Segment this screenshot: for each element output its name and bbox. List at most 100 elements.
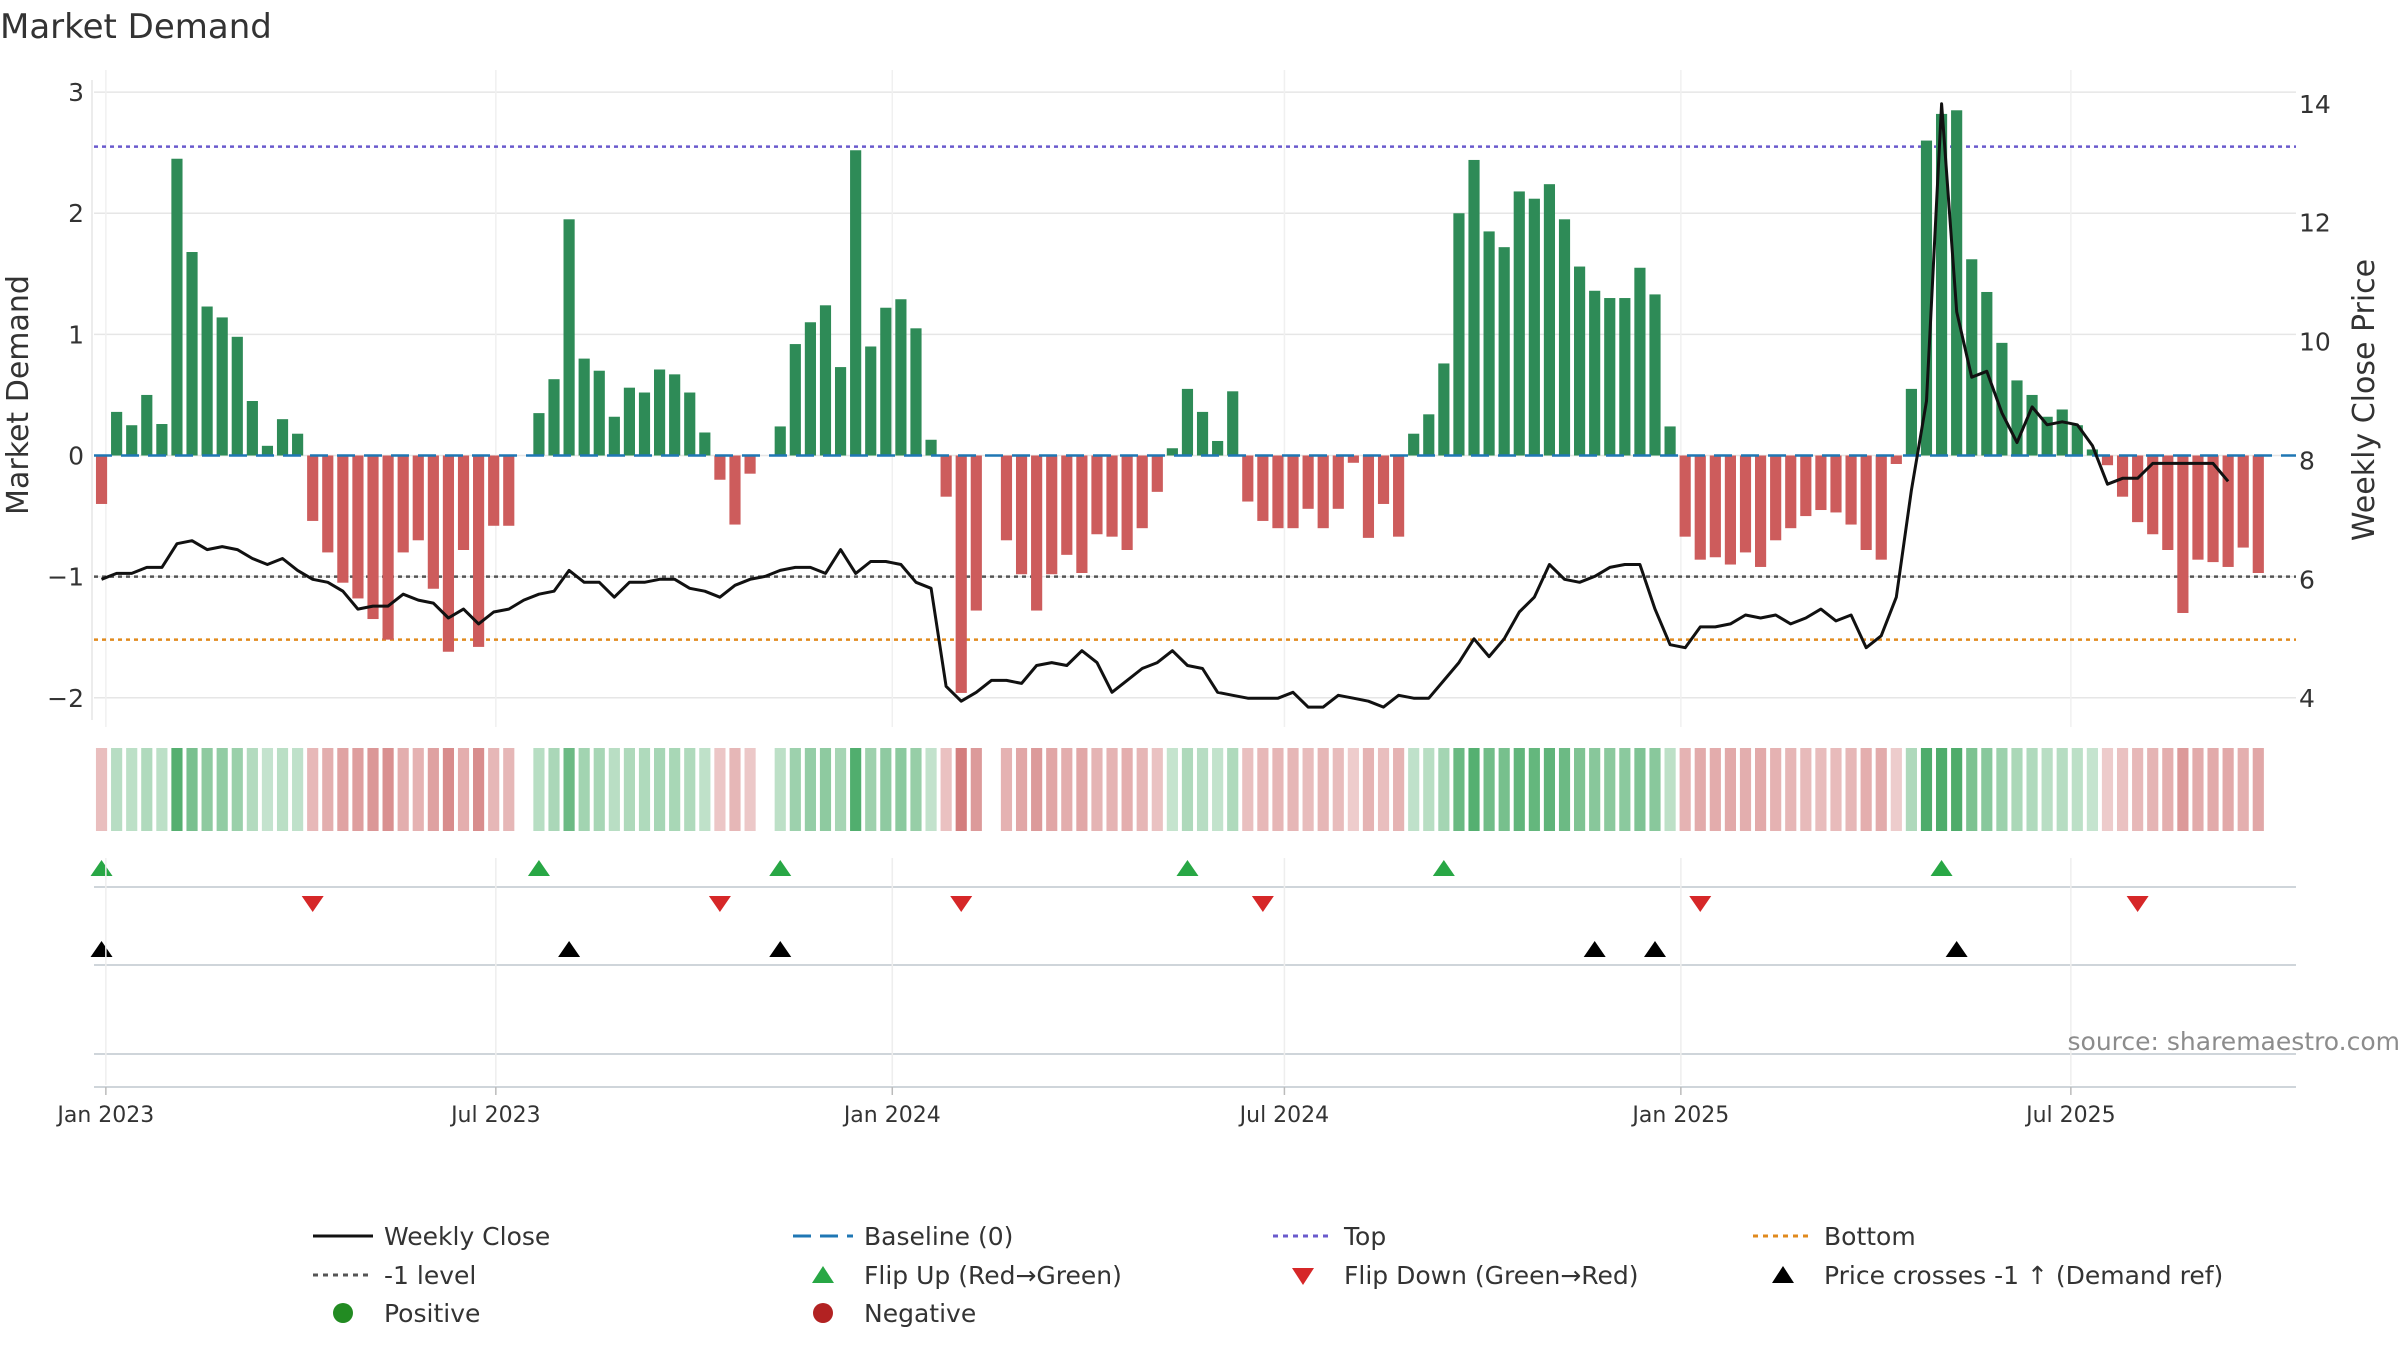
demand-bar [95,455,108,504]
x-tick-label: Jan 2025 [1630,1103,1729,1128]
heat-cell [578,748,590,831]
demand-bar [2147,455,2159,535]
heat-cell [141,748,153,831]
legend-item-top: Top [1273,1222,1386,1251]
heat-cell [654,748,666,831]
demand-bar [1709,455,1721,558]
heat-cell [1151,748,1163,831]
legend-item-negative: Negative [813,1299,976,1328]
demand-bar [563,219,575,456]
demand-bar [1046,455,1058,575]
svg-text:Flip Down (Green→Red): Flip Down (Green→Red) [1344,1261,1639,1290]
left-tick-label: −2 [47,684,84,713]
heat-cell [1860,748,1872,831]
demand-bar [2207,455,2219,563]
heat-cell [1136,748,1148,831]
legend-item-flip-down: Flip Down (Green→Red) [1292,1261,1639,1290]
demand-bar [638,392,651,456]
svg-text:Baseline (0): Baseline (0) [864,1222,1013,1251]
heat-cell [1423,748,1435,831]
heat-cell [276,748,289,831]
heat-cell [1408,748,1420,831]
demand-bar [774,426,786,456]
price-cross-marker [90,941,113,957]
demand-bar [126,425,138,456]
demand-bar [1543,184,1556,456]
heat-cell [1815,748,1827,831]
demand-bar [2162,455,2174,550]
demand-bar [1332,455,1344,509]
heat-cell [2177,748,2189,831]
flip-up-marker [90,860,113,876]
heat-cell [1091,748,1103,831]
flip-up-marker [1930,860,1953,876]
demand-bar [1483,231,1495,456]
flip-signal-panel [90,860,2296,912]
demand-bar [1061,455,1073,555]
heat-cell [533,748,545,831]
x-tick-label: Jan 2023 [55,1103,154,1128]
heat-cell [910,748,922,831]
heat-cell [714,748,726,831]
heat-cell [1015,748,1028,831]
demand-bar [1755,455,1767,567]
flip-up-marker [769,860,792,876]
heat-cell [2011,748,2023,831]
heat-cell [1694,748,1706,831]
svg-text:Top: Top [1343,1222,1386,1251]
demand-bar [1408,433,1420,456]
demand-bar [292,433,304,456]
demand-bar [1076,455,1088,574]
demand-bar [503,455,515,526]
heat-cell [1920,748,1933,831]
heat-cell [1347,748,1359,831]
demand-bar [1920,140,1933,456]
heat-cell [1830,748,1842,831]
demand-bar [2071,425,2083,456]
left-tick-label: 0 [68,442,84,471]
demand-bar [307,455,319,521]
demand-bar [2116,455,2129,497]
heat-cell [246,748,258,831]
demand-bar [623,387,635,456]
demand-bar [834,367,847,456]
demand-bar [201,306,213,456]
demand-bar [1875,455,1887,560]
svg-text:Positive: Positive [384,1299,480,1328]
demand-bar [1091,455,1103,535]
left-axis-ticks: 3 2 1 0 −1 −2 [47,78,84,713]
demand-bar [1453,213,1465,456]
heat-cell [729,748,741,831]
demand-bar [352,455,364,599]
heat-cell [1196,748,1209,831]
demand-bar [684,392,696,456]
flip-up-marker [1432,860,1455,876]
heat-cell [1257,748,1269,831]
demand-bar [789,344,801,456]
demand-bar [1528,198,1540,456]
demand-bar [1121,455,1133,550]
legend-item-positive: Positive [333,1299,480,1328]
heat-cell [111,748,123,831]
heat-cell [880,748,892,831]
demand-bar [276,419,289,456]
heat-cell [473,748,485,831]
price-cross-marker [558,941,581,957]
heat-cell [1076,748,1088,831]
heat-cell [2192,748,2204,831]
demand-bar [427,455,439,589]
demand-bar [850,150,862,456]
demand-bar [1634,267,1646,456]
heat-cell [1031,748,1043,831]
heat-cell [1302,748,1314,831]
heat-cell [1935,748,1948,831]
demand-bar [171,158,183,456]
svg-text:Price crosses -1 ↑ (Demand ref: Price crosses -1 ↑ (Demand ref) [1824,1261,2223,1290]
chart-title: Market Demand [0,7,272,47]
heat-cell [382,748,394,831]
demand-bar [1227,391,1239,456]
right-tick-label: 8 [2299,446,2315,475]
flip-down-marker [2126,896,2149,912]
heat-cell [292,748,304,831]
